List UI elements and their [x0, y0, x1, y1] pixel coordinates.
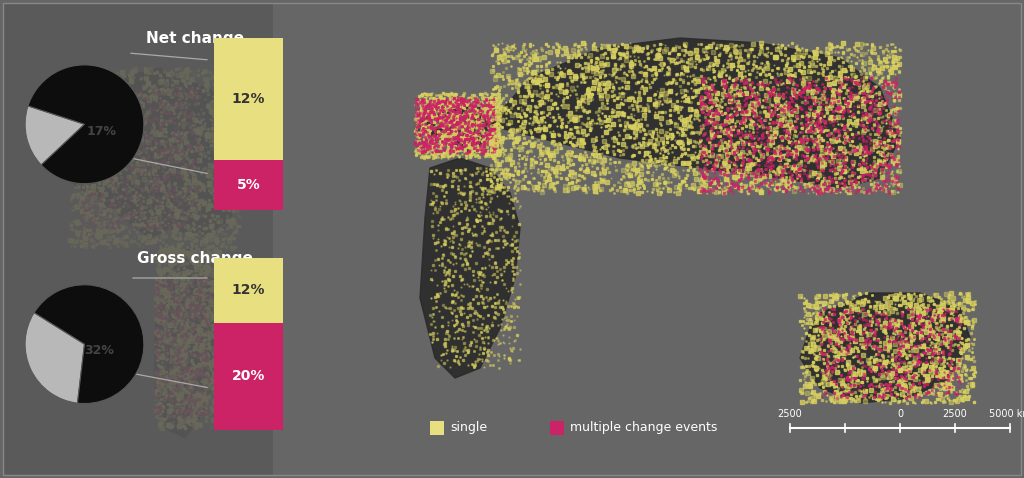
Text: 2500: 2500	[943, 409, 968, 419]
Bar	[550, 421, 564, 435]
Text: multiple change events: multiple change events	[570, 421, 718, 434]
Text: 2500: 2500	[777, 409, 803, 419]
Polygon shape	[800, 293, 970, 403]
Bar	[214, 38, 283, 160]
Text: 12%: 12%	[231, 283, 265, 297]
Text: 5%: 5%	[237, 178, 260, 192]
Text: 0: 0	[897, 409, 903, 419]
Bar	[430, 421, 444, 435]
Wedge shape	[28, 65, 143, 184]
Bar	[214, 258, 283, 323]
Text: Net change: Net change	[146, 31, 244, 45]
Polygon shape	[415, 98, 490, 153]
Wedge shape	[26, 313, 84, 403]
Text: 20%: 20%	[231, 369, 265, 383]
Text: 12%: 12%	[231, 92, 265, 106]
Text: single: single	[450, 421, 487, 434]
Polygon shape	[155, 248, 225, 438]
Bar	[214, 323, 283, 430]
Wedge shape	[34, 285, 143, 403]
Polygon shape	[490, 38, 900, 188]
Text: 5000 km: 5000 km	[988, 409, 1024, 419]
Text: 32%: 32%	[84, 344, 115, 357]
Text: Gross change: Gross change	[137, 250, 253, 265]
Polygon shape	[420, 158, 520, 378]
Bar	[214, 160, 283, 210]
Text: 17%: 17%	[86, 125, 116, 138]
Polygon shape	[65, 68, 240, 238]
Wedge shape	[26, 106, 84, 165]
Bar	[3, 3, 273, 475]
